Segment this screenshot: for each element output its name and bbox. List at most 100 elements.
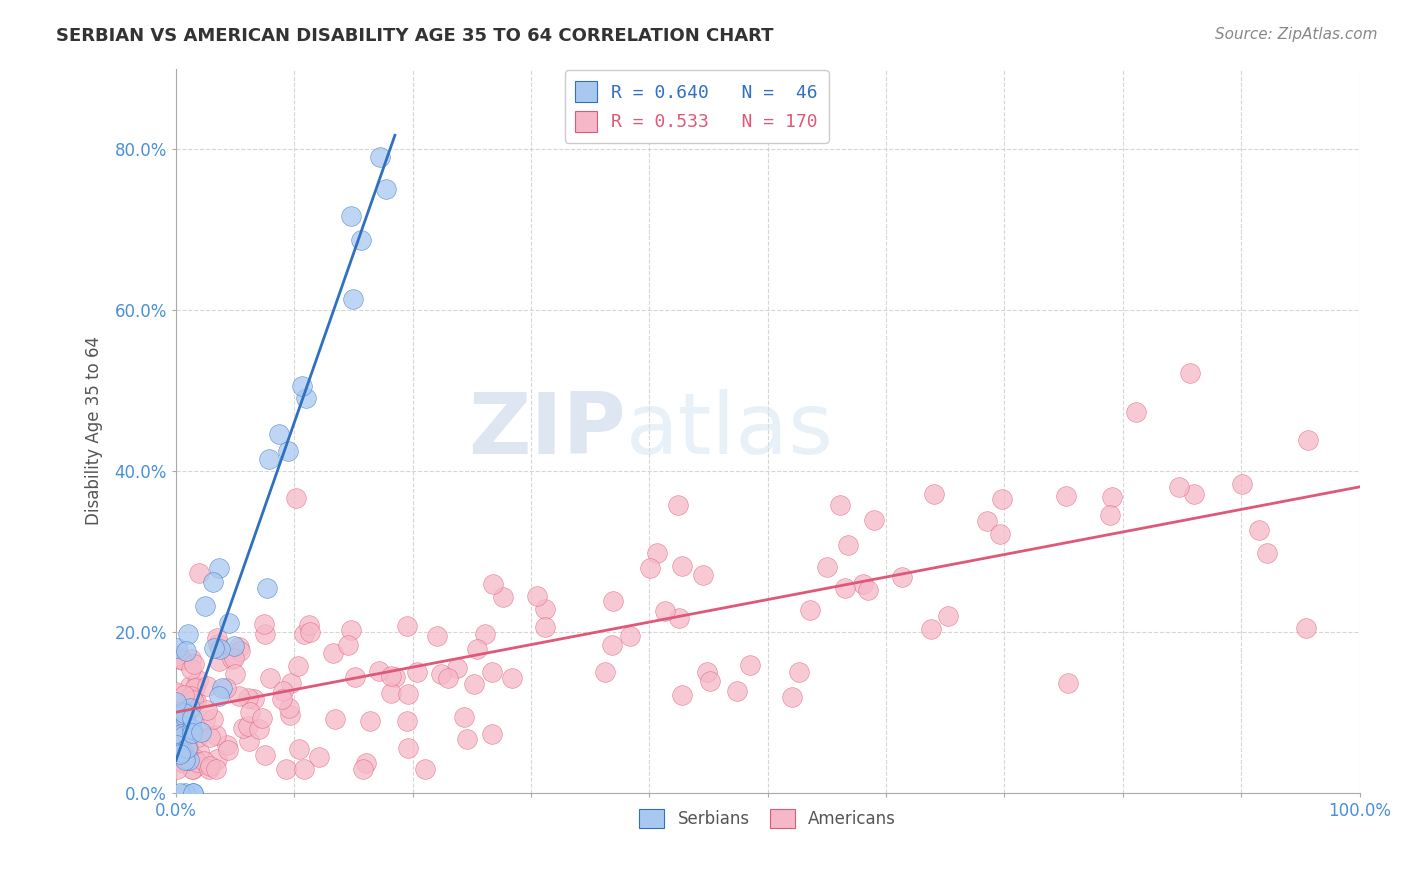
Point — [181, 786, 204, 800]
Point — [173, 751, 195, 765]
Point — [256, 581, 278, 595]
Point — [990, 491, 1012, 506]
Point — [1054, 489, 1077, 503]
Point — [976, 514, 998, 528]
Point — [186, 755, 208, 769]
Point — [166, 738, 188, 752]
Point — [920, 622, 942, 636]
Point — [174, 643, 197, 657]
Point — [645, 546, 668, 560]
Point — [177, 626, 200, 640]
Point — [229, 644, 252, 658]
Point — [166, 641, 188, 656]
Point — [837, 538, 859, 552]
Point — [671, 559, 693, 574]
Point — [205, 752, 228, 766]
Point — [205, 631, 228, 645]
Point — [170, 727, 193, 741]
Legend: Serbians, Americans: Serbians, Americans — [633, 803, 903, 835]
Point — [1230, 477, 1253, 491]
Point — [215, 738, 238, 752]
Point — [446, 660, 468, 674]
Point — [890, 570, 912, 584]
Point — [396, 714, 419, 728]
Point — [166, 728, 188, 742]
Point — [1247, 523, 1270, 537]
Point — [456, 732, 478, 747]
Point — [205, 728, 228, 742]
Point — [463, 677, 485, 691]
Text: atlas: atlas — [626, 389, 834, 472]
Point — [834, 581, 856, 595]
Point — [396, 687, 419, 701]
Point — [375, 182, 398, 196]
Point — [170, 653, 193, 667]
Point — [200, 759, 222, 773]
Point — [1182, 486, 1205, 500]
Point — [492, 590, 515, 604]
Point — [1101, 490, 1123, 504]
Point — [830, 499, 852, 513]
Point — [465, 641, 488, 656]
Point — [176, 740, 198, 755]
Point — [380, 669, 402, 683]
Point — [593, 665, 616, 679]
Point — [202, 712, 225, 726]
Point — [170, 652, 193, 666]
Point — [534, 602, 557, 616]
Point — [187, 730, 209, 744]
Point — [166, 709, 188, 723]
Point — [173, 740, 195, 755]
Point — [228, 640, 250, 655]
Point — [342, 293, 364, 307]
Point — [426, 629, 449, 643]
Point — [782, 690, 804, 704]
Point — [384, 670, 406, 684]
Point — [177, 740, 200, 755]
Point — [292, 762, 315, 776]
Point — [169, 747, 191, 761]
Point — [430, 667, 453, 681]
Point — [181, 711, 204, 725]
Point — [214, 681, 236, 696]
Point — [190, 725, 212, 739]
Point — [501, 671, 523, 685]
Point — [181, 723, 204, 737]
Point — [533, 620, 555, 634]
Text: ZIP: ZIP — [468, 389, 626, 472]
Point — [396, 740, 419, 755]
Point — [1256, 546, 1278, 560]
Point — [638, 561, 661, 575]
Point — [696, 665, 718, 679]
Point — [924, 487, 946, 501]
Point — [179, 680, 201, 694]
Point — [173, 739, 195, 754]
Point — [276, 762, 298, 776]
Point — [232, 721, 254, 735]
Point — [936, 609, 959, 624]
Point — [352, 762, 374, 776]
Point — [602, 593, 624, 607]
Point — [238, 719, 260, 733]
Point — [725, 684, 748, 698]
Point — [222, 640, 245, 654]
Point — [173, 712, 195, 726]
Point — [481, 665, 503, 680]
Point — [166, 720, 188, 734]
Point — [194, 713, 217, 727]
Point — [278, 708, 301, 723]
Point — [350, 233, 373, 247]
Point — [247, 722, 270, 736]
Point — [193, 754, 215, 768]
Point — [186, 693, 208, 707]
Point — [228, 689, 250, 703]
Point — [170, 745, 193, 759]
Point — [254, 626, 277, 640]
Point — [988, 527, 1011, 541]
Point — [323, 712, 346, 726]
Point — [194, 599, 217, 614]
Point — [179, 723, 201, 737]
Point — [187, 744, 209, 758]
Point — [180, 690, 202, 704]
Point — [172, 756, 194, 771]
